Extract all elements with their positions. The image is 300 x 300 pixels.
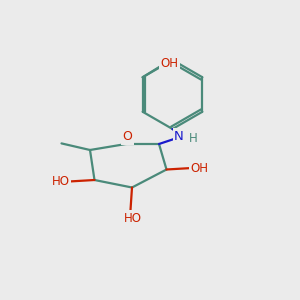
Text: HO: HO xyxy=(124,212,142,225)
Text: H: H xyxy=(188,132,197,146)
Text: HO: HO xyxy=(52,175,70,188)
Text: N: N xyxy=(174,130,184,143)
Text: OH: OH xyxy=(191,161,209,175)
Text: O: O xyxy=(123,130,132,143)
Text: OH: OH xyxy=(160,57,178,70)
